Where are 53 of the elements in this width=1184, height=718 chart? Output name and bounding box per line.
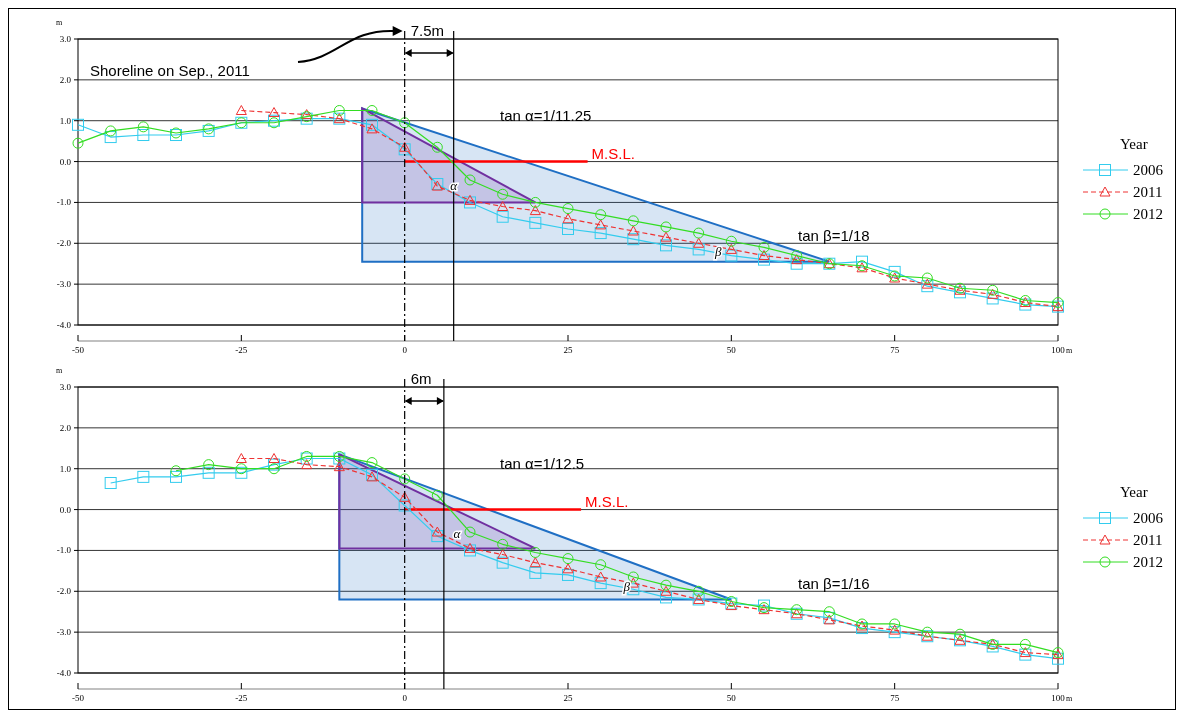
y-tick-label: -1.0 bbox=[56, 197, 72, 208]
x-tick-label: 25 bbox=[563, 345, 573, 355]
y-tick-label: 1.0 bbox=[59, 463, 72, 474]
annotation: tan α=1/11.25 bbox=[500, 107, 592, 124]
y-tick-label: 2.0 bbox=[59, 422, 72, 433]
y-tick-label: -1.0 bbox=[56, 545, 72, 556]
x-tick-label: -50 bbox=[72, 345, 85, 355]
y-tick-label: -4.0 bbox=[56, 320, 72, 330]
annotation: 6m bbox=[410, 370, 432, 387]
y-tick-label: -2.0 bbox=[56, 238, 72, 249]
legend-title: Year bbox=[1120, 484, 1148, 500]
x-tick-label: -50 bbox=[72, 693, 85, 703]
x-axis-title: m bbox=[1066, 694, 1073, 703]
annotation: α bbox=[453, 526, 462, 542]
y-tick-label: 0.0 bbox=[59, 156, 72, 167]
y-tick-label: -3.0 bbox=[56, 627, 72, 638]
x-tick-label: 100 bbox=[1051, 345, 1066, 355]
text: 7.5m bbox=[410, 22, 445, 39]
y-tick-label: 1.0 bbox=[59, 115, 72, 126]
x-tick-label: 50 bbox=[726, 693, 737, 703]
y-tick-label: 3.0 bbox=[59, 34, 72, 44]
annotation: tan β=1/16 bbox=[798, 575, 870, 592]
x-tick-label: 75 bbox=[890, 693, 900, 703]
x-tick-label: -25 bbox=[235, 345, 248, 355]
legend-label: 2006 bbox=[1133, 510, 1164, 526]
annotation: β bbox=[622, 579, 631, 595]
y-axis-title: m bbox=[56, 18, 63, 27]
legend-label: 2012 bbox=[1133, 206, 1163, 222]
series-label: M.S.L. bbox=[585, 492, 629, 510]
x-tick-label: 25 bbox=[563, 693, 573, 703]
y-axis-title: m bbox=[56, 366, 63, 375]
legend-label: 2006 bbox=[1133, 162, 1164, 178]
legend-label: 2011 bbox=[1133, 184, 1163, 200]
x-tick-label: 50 bbox=[726, 345, 737, 355]
x-tick-label: 0 bbox=[402, 693, 408, 703]
y-tick-label: -3.0 bbox=[56, 279, 72, 290]
legend-label: 2012 bbox=[1133, 554, 1163, 570]
x-axis-title: m bbox=[1066, 346, 1073, 355]
series-label: M.S.L. bbox=[591, 144, 635, 162]
legend-title: Year bbox=[1120, 136, 1148, 152]
y-tick-label: 2.0 bbox=[59, 74, 72, 85]
legend-label: 2011 bbox=[1133, 532, 1163, 548]
x-tick-label: 0 bbox=[402, 345, 408, 355]
x-tick-label: -25 bbox=[235, 693, 248, 703]
y-tick-label: -4.0 bbox=[56, 668, 72, 678]
x-tick-label: 75 bbox=[890, 345, 900, 355]
annotation: tan α=1/12.5 bbox=[500, 455, 585, 472]
y-tick-label: 3.0 bbox=[59, 382, 72, 392]
x-tick-label: 100 bbox=[1051, 693, 1066, 703]
y-tick-label: -2.0 bbox=[56, 586, 72, 597]
annotation: tan β=1/18 bbox=[798, 227, 870, 244]
annotation: Shoreline on Sep., 2011 bbox=[90, 62, 250, 79]
y-tick-label: 0.0 bbox=[59, 504, 72, 515]
